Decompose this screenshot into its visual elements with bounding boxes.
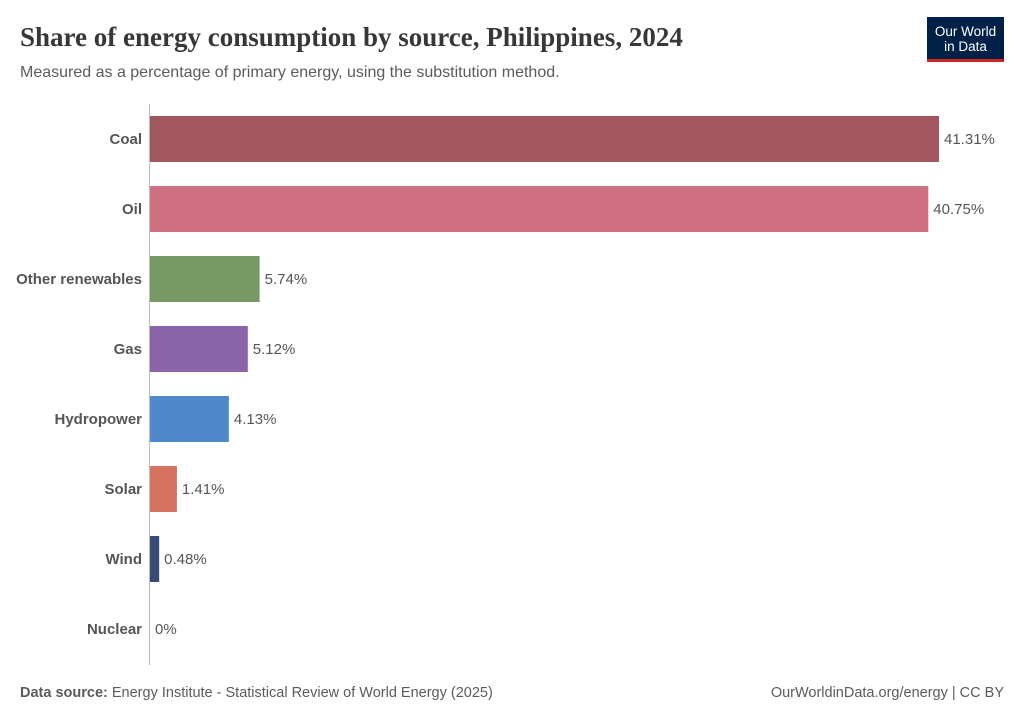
data-source: Data source: Energy Institute - Statisti…	[20, 685, 493, 701]
chart-subtitle: Measured as a percentage of primary ener…	[20, 64, 560, 81]
value-label: 41.31%	[944, 131, 995, 148]
category-label: Oil	[122, 201, 142, 218]
category-label: Wind	[105, 551, 142, 568]
bar-hydropower	[150, 396, 229, 442]
category-label: Nuclear	[87, 621, 142, 638]
source-label: Data source:	[20, 685, 108, 701]
value-label: 4.13%	[234, 411, 277, 428]
bar-oil	[150, 186, 929, 232]
value-label: 1.41%	[182, 481, 225, 498]
logo-line1: Our World	[934, 24, 997, 39]
bar-coal	[150, 116, 939, 162]
bar-solar	[150, 466, 177, 512]
bar-wind	[150, 536, 160, 582]
owid-logo[interactable]: Our World in Data	[927, 17, 1004, 62]
category-label: Solar	[104, 481, 142, 498]
logo-line2: in Data	[944, 39, 987, 54]
category-label: Hydropower	[54, 411, 142, 428]
category-label: Coal	[109, 131, 142, 148]
bar-other-renewables	[150, 256, 260, 302]
value-label: 40.75%	[933, 201, 984, 218]
bar-gas	[150, 326, 248, 372]
chart-title: Share of energy consumption by source, P…	[20, 22, 683, 52]
value-label: 0.48%	[164, 551, 207, 568]
category-label: Other renewables	[16, 271, 142, 288]
footer-link[interactable]: OurWorldinData.org/energy | CC BY	[770, 685, 1004, 701]
source-text[interactable]: Energy Institute - Statistical Review of…	[111, 685, 493, 701]
value-label: 0%	[155, 621, 177, 638]
category-label: Gas	[114, 341, 142, 358]
value-label: 5.12%	[253, 341, 296, 358]
value-label: 5.74%	[265, 271, 308, 288]
